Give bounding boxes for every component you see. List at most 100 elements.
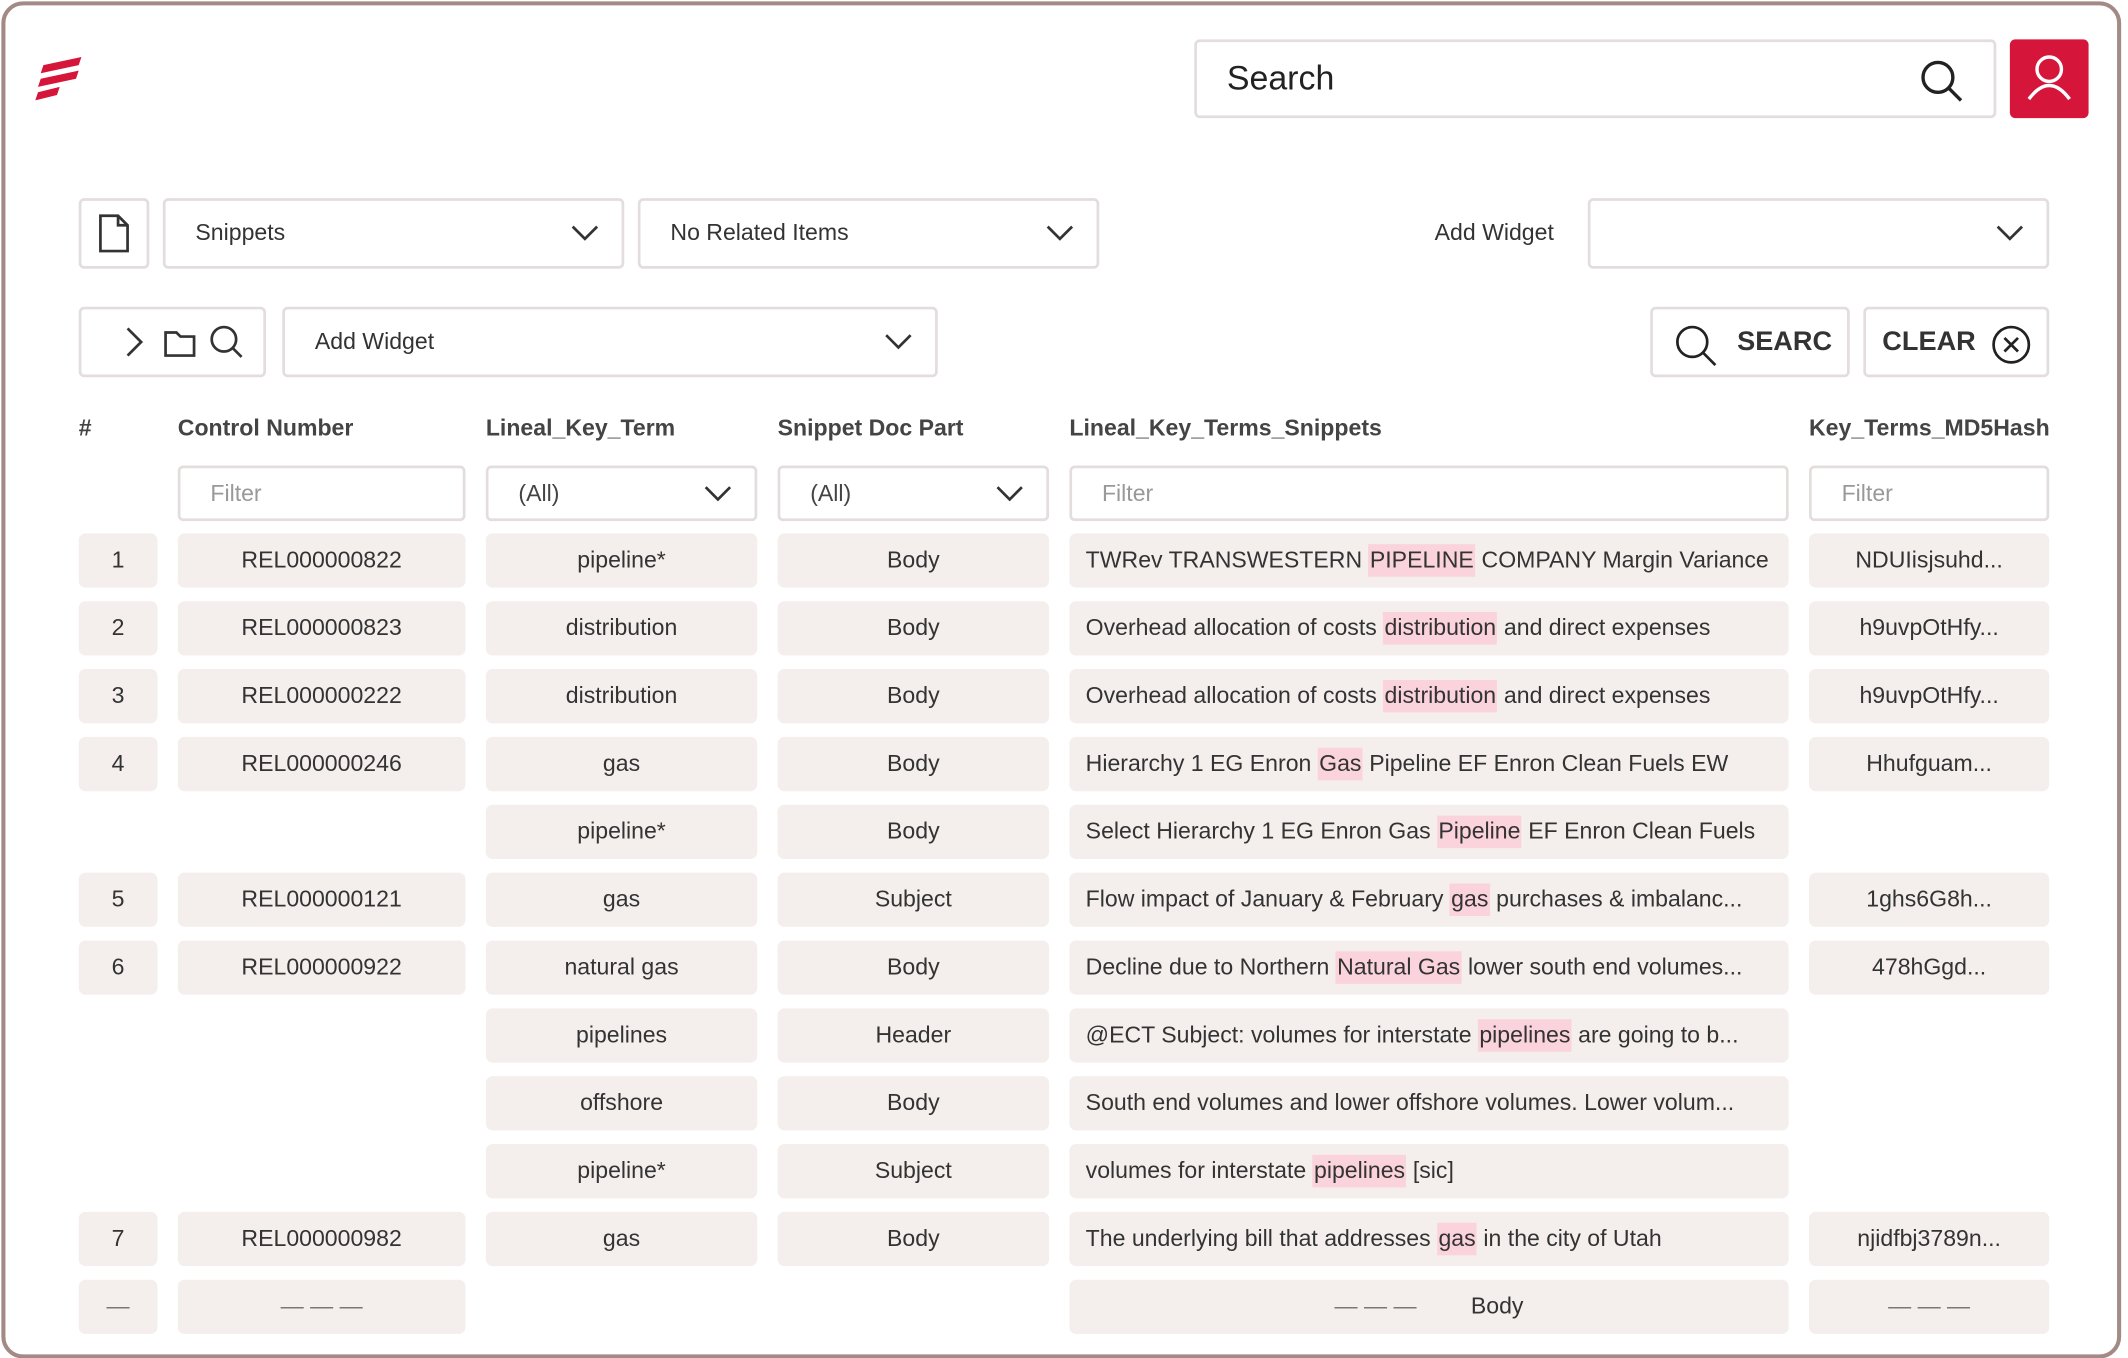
num-cell-text: 5 xyxy=(111,886,125,912)
hash-cell: njidfbj3789n... xyxy=(1809,1211,2050,1267)
column-filter[interactable]: Filter xyxy=(1069,465,1789,522)
control-cell-text: REL000000982 xyxy=(241,1225,402,1252)
part-cell-text: Body xyxy=(887,614,940,641)
num-cell: 3 xyxy=(78,669,158,724)
control-cell: REL000000822 xyxy=(177,533,466,588)
term-cell-text: natural gas xyxy=(564,954,679,980)
snippet-highlight: pipelines xyxy=(1312,1154,1407,1188)
num-cell: 2 xyxy=(78,601,158,656)
term-cell: offshore xyxy=(485,1076,758,1131)
part-cell: Subject xyxy=(777,1144,1050,1199)
control-cell-text: REL000000922 xyxy=(241,954,402,980)
num-cell: 5 xyxy=(78,872,158,927)
hash-cell-text: NDUIisjsuhd... xyxy=(1855,546,2003,573)
term-cell: distribution xyxy=(485,669,758,724)
part-cell: Header xyxy=(777,1008,1050,1063)
part-cell-text: Body xyxy=(887,750,940,777)
snippet-cell: Overhead allocation of costs distributio… xyxy=(1069,669,1789,724)
part-cell-text: Subject xyxy=(874,1157,952,1184)
snippet-before: Decline due to Northern xyxy=(1085,954,1336,980)
control-cell-text: REL000000246 xyxy=(241,750,402,777)
widget-dropdown[interactable] xyxy=(1587,198,2050,269)
snippet-before: Overhead allocation of costs xyxy=(1085,682,1384,709)
part-cell: Body xyxy=(777,601,1050,656)
num-cell-text: 7 xyxy=(111,1225,125,1252)
doc-button[interactable] xyxy=(78,198,150,269)
column-filter[interactable]: Filter xyxy=(177,465,466,522)
hash-cell: — — — xyxy=(1809,1279,2050,1335)
snippet-cell: @ECT Subject: volumes for interstate pip… xyxy=(1069,1008,1789,1063)
view-dropdown[interactable]: Snippets xyxy=(162,198,625,269)
term-cell-text: pipeline* xyxy=(577,546,666,573)
part-cell-text: Body xyxy=(887,818,940,845)
snippet-cell: Overhead allocation of costs distributio… xyxy=(1069,601,1789,656)
column-filter[interactable]: (All) xyxy=(485,465,758,522)
doc-icon xyxy=(99,214,129,253)
column-filter-text: (All) xyxy=(810,479,852,506)
part-cell: Body xyxy=(777,736,1050,792)
hash-cell-text: njidfbj3789n... xyxy=(1857,1225,2001,1252)
term-cell: natural gas xyxy=(485,940,758,995)
term-cell: pipeline* xyxy=(485,533,758,588)
term-cell-text: offshore xyxy=(580,1089,664,1116)
control-cell-text: — — — xyxy=(280,1293,363,1320)
user-button[interactable] xyxy=(2009,39,2089,119)
snippet-before: Hierarchy 1 EG Enron xyxy=(1085,750,1318,777)
column-header: Lineal_Key_Term xyxy=(486,415,675,442)
num-cell-text: 6 xyxy=(111,954,125,980)
column-header-text: Key_Terms_MD5Hash xyxy=(1809,415,2050,442)
snippet-before: South end volumes and lower offshore vol… xyxy=(1085,1089,1735,1116)
clear-button[interactable]: CLEAR xyxy=(1863,306,2050,378)
column-header: Key_Terms_MD5Hash xyxy=(1809,415,2050,442)
search-button[interactable]: SEARC xyxy=(1650,306,1850,378)
column-filter[interactable]: (All) xyxy=(777,465,1050,522)
column-header: Control Number xyxy=(178,415,354,442)
search-icon xyxy=(1921,60,1963,102)
related-dropdown[interactable]: No Related Items xyxy=(637,198,1100,269)
add-widget-dropdown-text: Add Widget xyxy=(314,328,435,355)
column-header: Snippet Doc Part xyxy=(778,415,964,442)
snippet-cell: — — — Body xyxy=(1069,1279,1789,1335)
nav-button[interactable] xyxy=(78,306,266,378)
search-box[interactable]: Search xyxy=(1194,39,1997,119)
num-cell: 1 xyxy=(78,533,158,588)
column-header: Lineal_Key_Terms_Snippets xyxy=(1069,415,1381,442)
control-cell-text: REL000000822 xyxy=(241,546,402,573)
snippet-highlight: gas xyxy=(1449,883,1490,917)
snippet-highlight: distribution xyxy=(1383,679,1498,713)
clear-button-text: CLEAR xyxy=(1882,326,1976,357)
column-header: # xyxy=(79,415,92,442)
hash-cell: h9uvpOtHfy... xyxy=(1809,601,2050,656)
snippet-after: and direct expenses xyxy=(1497,682,1711,709)
control-cell: REL000000121 xyxy=(177,872,466,927)
control-cell: REL000000922 xyxy=(177,940,466,995)
part-cell: Body xyxy=(777,940,1050,995)
snippet-after: are going to b... xyxy=(1571,1021,1739,1048)
snippet-highlight: Natural Gas xyxy=(1335,951,1462,984)
logo xyxy=(35,56,82,101)
snippet-after: EF Enron Clean Fuels xyxy=(1521,818,1756,845)
column-filter[interactable]: Filter xyxy=(1809,465,2050,522)
user-icon xyxy=(2027,55,2071,101)
chevron xyxy=(1996,225,2024,241)
snippet-highlight: Gas xyxy=(1317,747,1363,781)
control-cell: REL000000823 xyxy=(177,601,466,656)
clear-icon xyxy=(1992,325,2031,364)
num-cell: 6 xyxy=(78,940,158,995)
control-cell-text: REL000000823 xyxy=(241,614,402,641)
snippet-after: purchases & imbalanc... xyxy=(1489,886,1743,912)
snippet-after: COMPANY Margin Variance xyxy=(1475,546,1769,573)
snippet-highlight: PIPELINE xyxy=(1368,544,1476,577)
column-header-text: Lineal_Key_Term xyxy=(485,415,676,442)
num-cell: 7 xyxy=(78,1211,158,1267)
hash-cell-text: — — — xyxy=(1888,1293,1971,1320)
add-widget-dropdown[interactable]: Add Widget xyxy=(282,306,938,378)
add-widget-label: Add Widget xyxy=(1303,220,1554,247)
snippet-before: TWRev TRANSWESTERN xyxy=(1085,546,1369,573)
term-cell-text: pipeline* xyxy=(577,1157,666,1184)
snippet-cell: The underlying bill that addresses gas i… xyxy=(1069,1211,1789,1267)
term-cell: pipeline* xyxy=(485,804,758,860)
hash-cell: Hhufguam... xyxy=(1809,736,2050,792)
control-cell-text: REL000000222 xyxy=(241,682,402,709)
part-cell: Body xyxy=(777,533,1050,588)
